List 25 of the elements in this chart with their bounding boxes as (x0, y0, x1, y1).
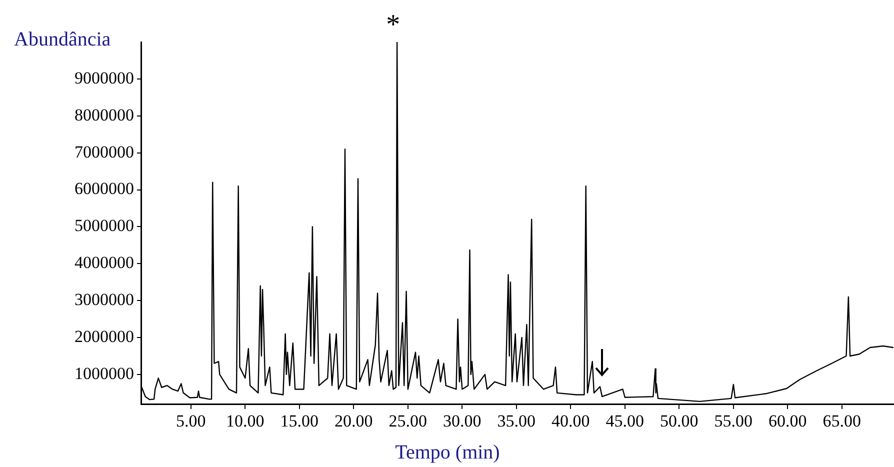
x-tick-label: 10.00 (226, 412, 264, 431)
y-tick-label: 9000000 (74, 68, 134, 88)
y-tick-label: 6000000 (74, 179, 134, 198)
x-tick-label: 65.00 (822, 412, 862, 431)
x-tick-label: 50.00 (660, 412, 698, 431)
x-tick-label: 15.00 (280, 412, 319, 431)
y-tick-label: 5000000 (74, 216, 134, 236)
x-tick-label: 25.00 (388, 412, 428, 431)
x-tick-label: 5.00 (176, 412, 206, 431)
x-axis-title: Tempo (min) (395, 441, 500, 464)
y-tick-label: 2000000 (74, 326, 134, 346)
y-tick-label: 8000000 (74, 105, 134, 124)
y-axis-title: Abundância (14, 28, 111, 50)
x-tick-label: 55.00 (714, 412, 753, 431)
x-tick-label: 20.00 (334, 412, 373, 431)
y-tick-label: 7000000 (74, 142, 134, 162)
y-tick-label: 3000000 (74, 290, 134, 310)
x-tick-label: 60.00 (768, 412, 807, 431)
y-tick-label: 1000000 (74, 364, 134, 383)
x-tick-label: 45.00 (606, 412, 644, 431)
x-tick-label: 30.00 (443, 412, 482, 431)
y-tick-label: 4000000 (74, 253, 134, 272)
x-tick-label: 40.00 (552, 412, 590, 431)
x-tick-label: 35.00 (497, 412, 536, 431)
annotation: * (386, 9, 400, 40)
